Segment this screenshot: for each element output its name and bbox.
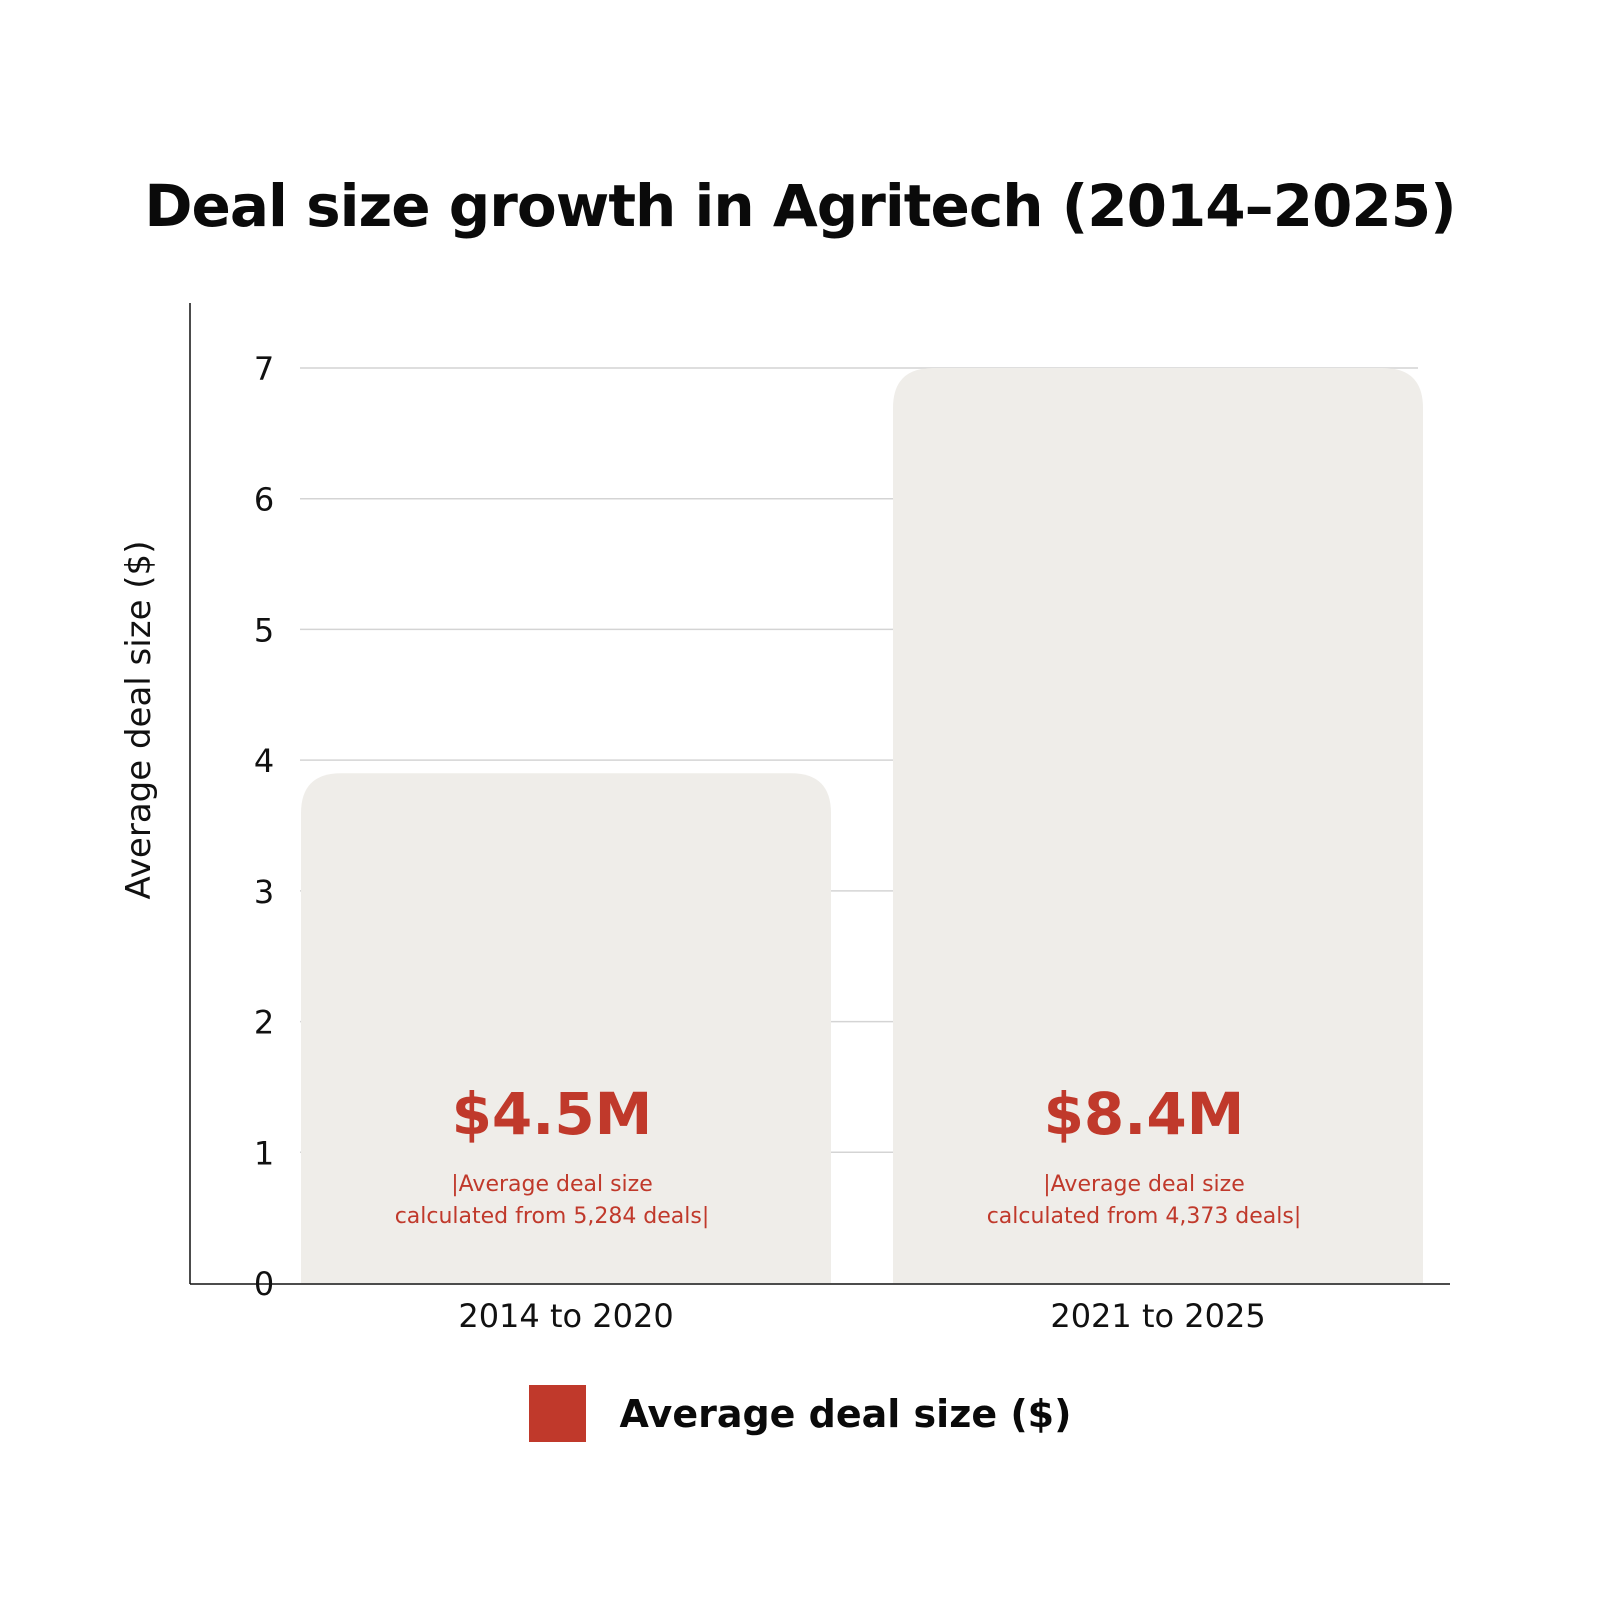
bar-note: calculated from 4,373 deals| [987, 1204, 1302, 1229]
x-tick-label: 2014 to 2020 [458, 1297, 673, 1335]
y-axis-title: Average deal size ($) [119, 541, 159, 900]
data-label: $8.4M [1044, 1080, 1245, 1148]
bar-note: calculated from 5,284 deals| [395, 1204, 710, 1229]
bar [301, 773, 831, 1283]
bar-note: |Average deal size [451, 1172, 653, 1197]
y-tick-label: 3 [254, 873, 274, 911]
legend-swatch [528, 1385, 586, 1442]
bar [893, 368, 1423, 1283]
legend-label: Average deal size ($) [619, 1391, 1072, 1436]
chart-title: Deal size growth in Agritech (2014–2025) [144, 172, 1456, 240]
y-tick-label: 1 [254, 1134, 274, 1172]
data-label: $4.5M [452, 1080, 653, 1148]
y-tick-label: 6 [254, 481, 274, 519]
bar-note: |Average deal size [1043, 1172, 1245, 1197]
bars [301, 368, 1423, 1283]
axes [189, 303, 1450, 1285]
x-tick-label: 2021 to 2025 [1050, 1297, 1265, 1335]
legend: Average deal size ($) [0, 1385, 1600, 1442]
y-tick-label: 4 [254, 742, 274, 780]
y-tick-label: 2 [254, 1004, 274, 1042]
y-tick-label: 0 [254, 1265, 274, 1303]
labels: 0 1 2 3 4 5 6 7 $4.5M |Average deal size calculate… [119, 350, 1301, 1335]
y-tick-label: 7 [254, 350, 274, 388]
y-tick-label: 5 [254, 611, 274, 649]
